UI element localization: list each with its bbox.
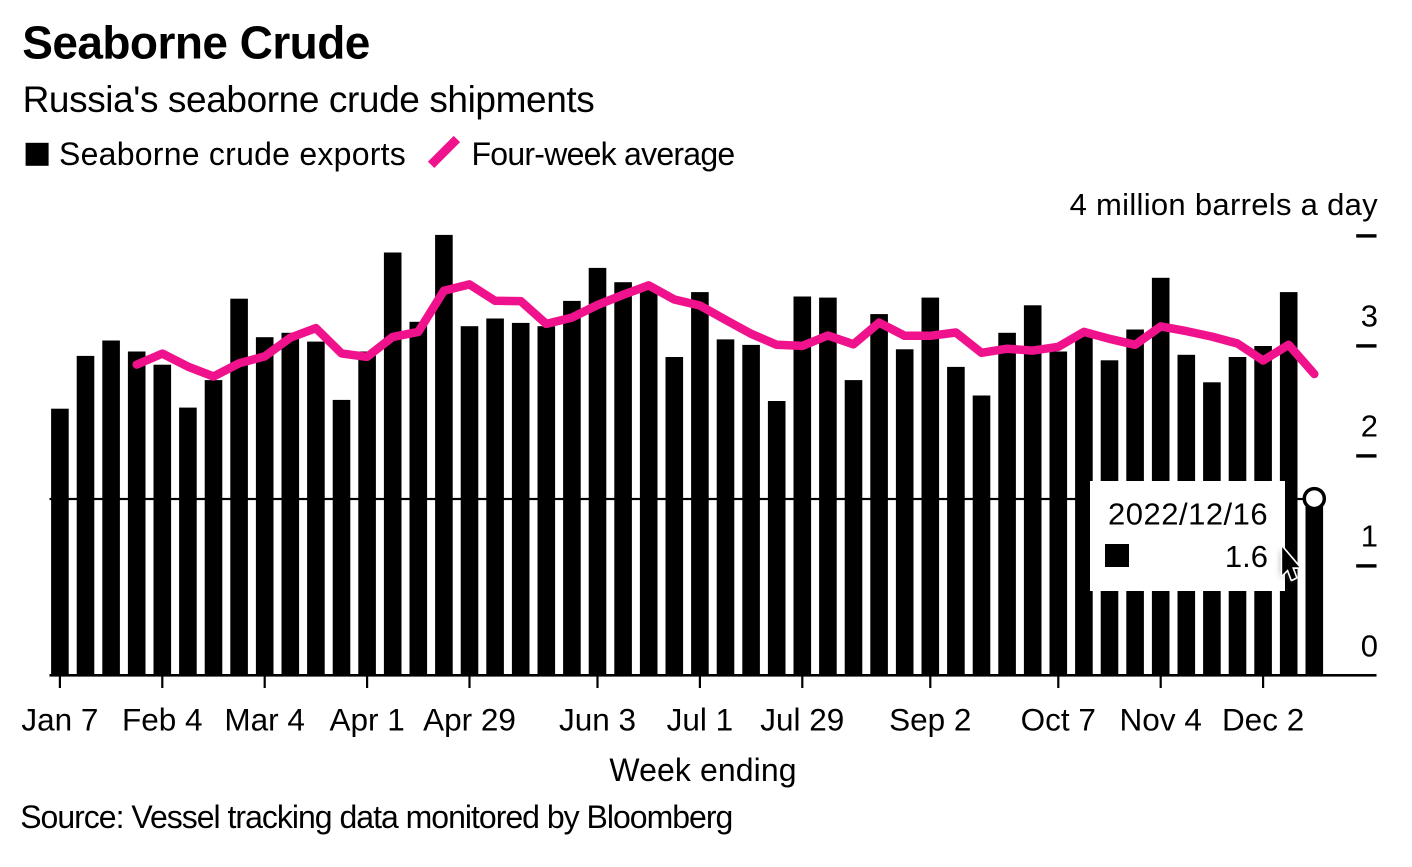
svg-text:Oct 7: Oct 7 <box>1021 702 1096 738</box>
svg-text:1: 1 <box>1361 518 1378 553</box>
svg-text:4 million barrels a day: 4 million barrels a day <box>1070 187 1379 222</box>
svg-text:Jul 29: Jul 29 <box>760 702 844 738</box>
svg-text:Mar 4: Mar 4 <box>224 702 305 738</box>
svg-text:Apr 29: Apr 29 <box>423 702 516 738</box>
svg-text:Nov 4: Nov 4 <box>1120 702 1202 738</box>
svg-text:1.6: 1.6 <box>1225 539 1268 574</box>
svg-text:Seaborne crude exports: Seaborne crude exports <box>59 136 406 172</box>
svg-text:Source: Vessel tracking data m: Source: Vessel tracking data monitored b… <box>20 799 732 835</box>
svg-text:0: 0 <box>1361 628 1378 663</box>
svg-text:Russia's seaborne crude shipme: Russia's seaborne crude shipments <box>23 79 595 120</box>
svg-text:Seaborne Crude: Seaborne Crude <box>22 17 370 69</box>
svg-text:Jul 1: Jul 1 <box>667 702 734 738</box>
svg-text:Dec 2: Dec 2 <box>1222 702 1304 738</box>
svg-text:Jan 7: Jan 7 <box>21 702 98 738</box>
svg-text:Feb 4: Feb 4 <box>122 702 203 738</box>
svg-text:Week ending: Week ending <box>609 752 796 788</box>
svg-text:Apr 1: Apr 1 <box>329 702 404 738</box>
svg-text:2022/12/16: 2022/12/16 <box>1108 497 1268 532</box>
svg-text:3: 3 <box>1361 298 1378 333</box>
svg-text:Four-week average: Four-week average <box>472 136 735 172</box>
svg-text:Jun 3: Jun 3 <box>559 702 636 738</box>
svg-text:Sep 2: Sep 2 <box>889 702 971 738</box>
svg-text:2: 2 <box>1361 408 1378 443</box>
